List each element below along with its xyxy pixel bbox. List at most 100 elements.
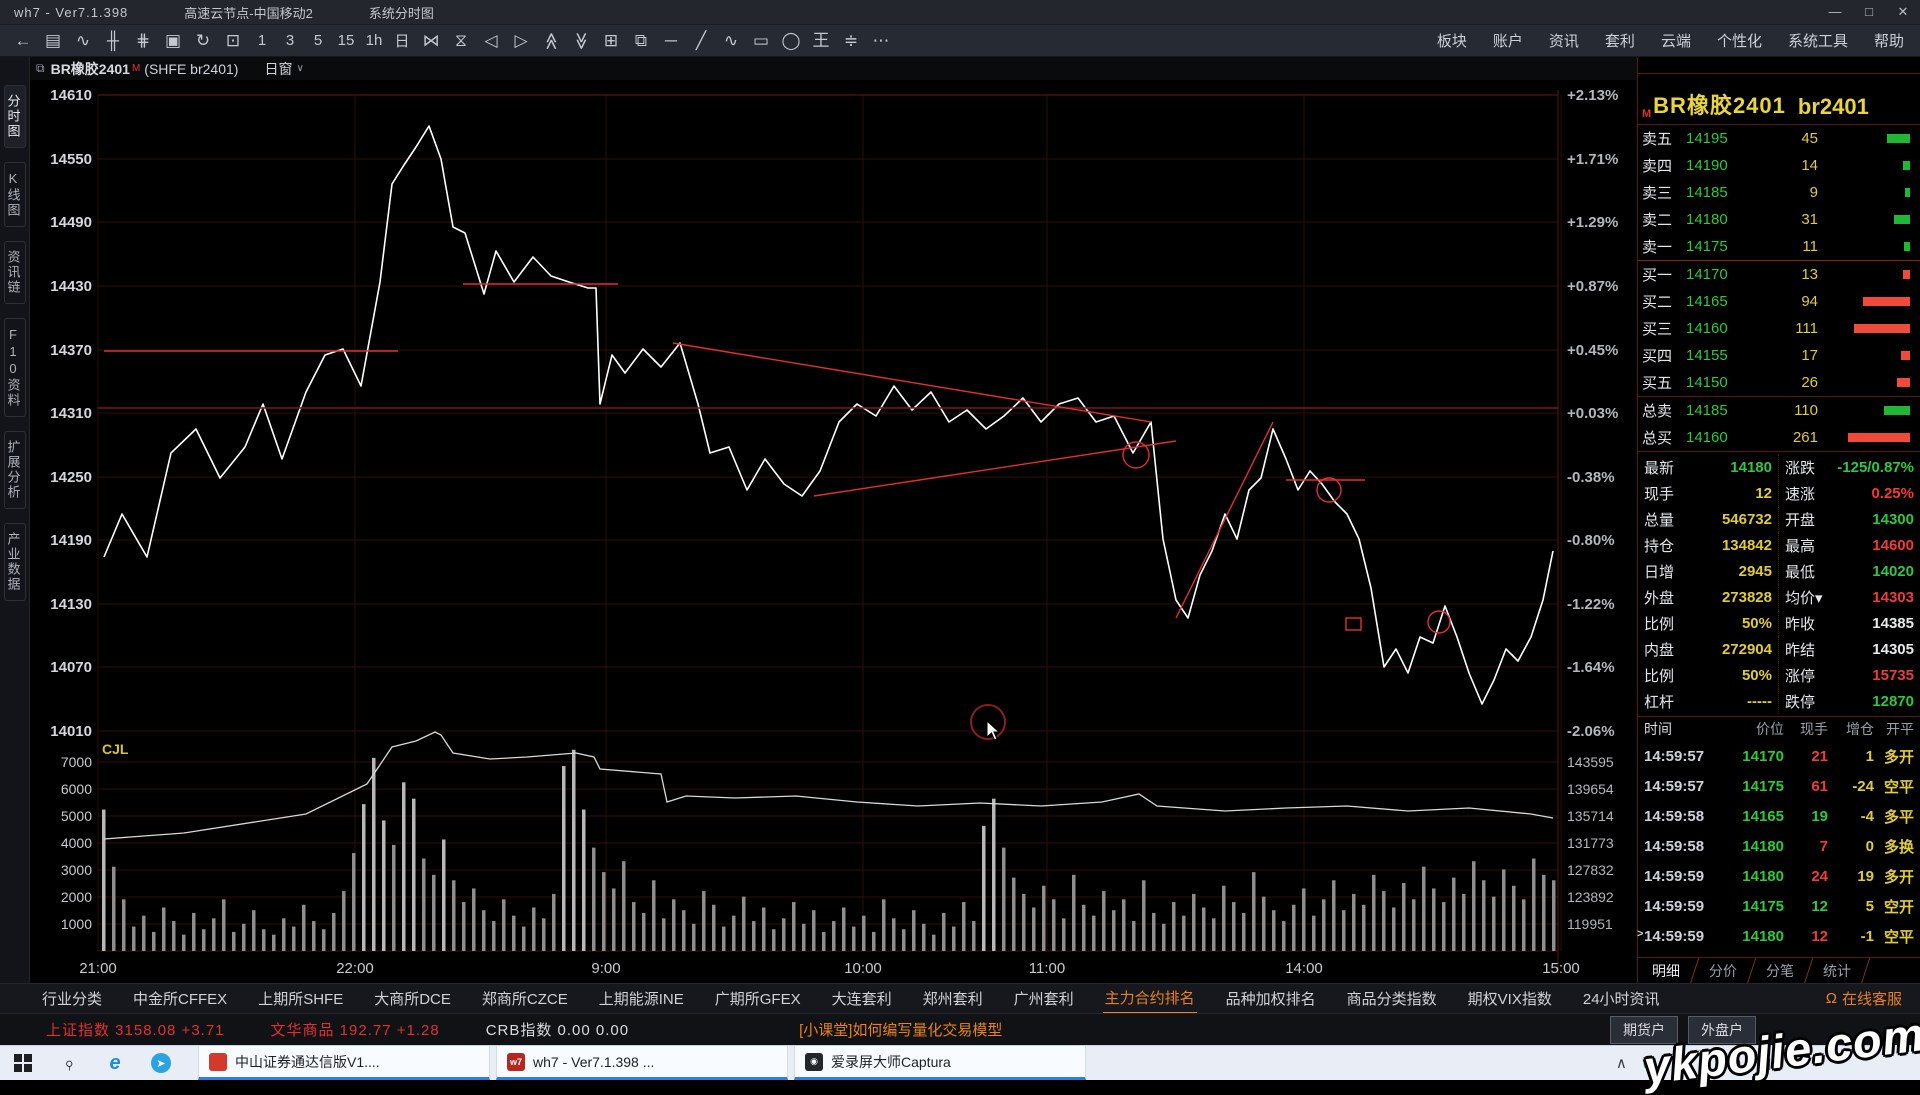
nav-郑州套利[interactable]: 郑州套利 <box>921 984 985 1013</box>
nav-上期能源INE[interactable]: 上期能源INE <box>597 984 686 1013</box>
nav-期权VIX指数[interactable]: 期权VIX指数 <box>1466 984 1554 1013</box>
save-icon[interactable]: ▣ <box>158 26 188 56</box>
nav-品种加权排名[interactable]: 品种加权排名 <box>1224 984 1318 1013</box>
zoom-in-icon[interactable]: ≪ <box>536 26 566 56</box>
layers-icon[interactable]: ⧉ <box>626 26 656 56</box>
nav-大商所DCE[interactable]: 大商所DCE <box>372 984 453 1013</box>
start-button[interactable] <box>0 1046 46 1080</box>
hline-tool-icon[interactable]: ─ <box>656 26 686 56</box>
nav-广期所GFEX[interactable]: 广期所GFEX <box>713 984 803 1013</box>
back-icon[interactable]: ← <box>8 26 38 56</box>
menu-云端[interactable]: 云端 <box>1661 30 1691 51</box>
nav-主力合约排名[interactable]: 主力合约排名 <box>1103 983 1197 1014</box>
minimize-button[interactable]: — <box>1818 4 1852 20</box>
tick-tab-统计[interactable]: 统计 <box>1805 958 1870 984</box>
nav-大连套利[interactable]: 大连套利 <box>830 984 894 1013</box>
period-3-button[interactable]: 3 <box>276 32 304 49</box>
chevron-down-icon[interactable]: ∨ <box>296 63 303 74</box>
telegram-button[interactable]: ➤ <box>138 1046 184 1080</box>
ellipse-tool-icon[interactable]: ◯ <box>776 26 806 56</box>
period-1-button[interactable]: 1 <box>248 32 276 49</box>
gann-tool-icon[interactable]: 王 <box>806 26 836 56</box>
nav-郑商所CZCE[interactable]: 郑商所CZCE <box>480 984 570 1013</box>
nav-行业分类[interactable]: 行业分类 <box>40 984 104 1013</box>
sidebar-tab-分时图[interactable]: 分时图 <box>4 85 26 148</box>
zoom-out-icon[interactable]: ≫ <box>566 26 596 56</box>
chart-symbol[interactable]: BR橡胶2401 <box>51 59 130 79</box>
tick-tab-明细[interactable]: 明细 <box>1634 958 1699 984</box>
menu-帮助[interactable]: 帮助 <box>1874 30 1904 51</box>
tick-tab-分价[interactable]: 分价 <box>1691 958 1756 984</box>
rect-tool-icon[interactable]: ▭ <box>746 26 776 56</box>
nav-中金所CFFEX[interactable]: 中金所CFFEX <box>131 984 229 1013</box>
nav-商品分类指数[interactable]: 商品分类指数 <box>1345 984 1439 1013</box>
pan-right-icon[interactable]: ▷ <box>506 26 536 56</box>
period-1h-button[interactable]: 1h <box>360 32 388 49</box>
sidebar-tab-资讯链[interactable]: 资讯链 <box>4 241 26 304</box>
trend-chart-icon[interactable]: ∿ <box>68 26 98 56</box>
period-day-button[interactable]: 日 <box>388 30 416 51</box>
taskbar-search-button[interactable]: ⌕ <box>46 1046 92 1080</box>
indicator-settings-icon[interactable]: ≑ <box>836 26 866 56</box>
online-service-button[interactable]: Ω 在线客服 <box>1826 988 1902 1009</box>
line-tool-icon[interactable]: ╱ <box>686 26 716 56</box>
maximize-button[interactable]: □ <box>1852 4 1886 20</box>
more-icon[interactable]: ⋯ <box>866 26 896 56</box>
menu-系统工具[interactable]: 系统工具 <box>1788 30 1848 51</box>
menu-套利[interactable]: 套利 <box>1605 30 1635 51</box>
nav-24小时资讯[interactable]: 24小时资讯 <box>1581 984 1662 1013</box>
sidebar-tab-F10资料[interactable]: F10资料 <box>4 318 26 417</box>
mirror-icon[interactable]: ⧖ <box>446 26 476 56</box>
sidebar-tab-扩展分析[interactable]: 扩展分析 <box>4 431 26 509</box>
sidebar-tab-产业数据[interactable]: 产业数据 <box>4 523 26 601</box>
chart-canvas[interactable]: 14610+2.13%14550+1.71%14490+1.29%14430+0… <box>30 80 1637 983</box>
nav-上期所SHFE[interactable]: 上期所SHFE <box>256 984 345 1013</box>
compress-icon[interactable]: ⋈ <box>416 26 446 56</box>
period-15-button[interactable]: 15 <box>332 32 360 49</box>
promo-link[interactable]: [小课堂]如何编写量化交易模型 <box>799 1019 1002 1040</box>
candlestick-icon[interactable]: ╫ <box>98 26 128 56</box>
wave-tool-icon[interactable]: ∿ <box>716 26 746 56</box>
menu-板块[interactable]: 板块 <box>1437 30 1467 51</box>
sidebar-tab-K线图[interactable]: K线图 <box>4 162 26 227</box>
menu-个性化[interactable]: 个性化 <box>1717 30 1762 51</box>
menu-账户[interactable]: 账户 <box>1493 30 1523 51</box>
pan-left-icon[interactable]: ◁ <box>476 26 506 56</box>
period-5-button[interactable]: 5 <box>304 32 332 49</box>
refresh-icon[interactable]: ↻ <box>188 26 218 56</box>
menu-资讯[interactable]: 资讯 <box>1549 30 1579 51</box>
link-icon[interactable]: ⧉ <box>36 61 45 76</box>
tray-expand-icon[interactable]: ∧ <box>1616 1054 1627 1072</box>
window-mode-dropdown[interactable]: 日窗 <box>264 59 292 79</box>
close-button[interactable]: ✕ <box>1886 4 1920 20</box>
taskbar-task[interactable]: 中山证券通达信版V1.... <box>198 1046 490 1080</box>
intraday-chart[interactable]: 14610+2.13%14550+1.71%14490+1.29%14430+0… <box>30 80 1637 983</box>
tick-tab-分笔[interactable]: 分笔 <box>1748 958 1813 984</box>
multi-candle-icon[interactable]: ⋕ <box>128 26 158 56</box>
edge-browser-button[interactable]: e <box>92 1046 138 1080</box>
quote-board-icon[interactable]: ▤ <box>38 26 68 56</box>
nav-广州套利[interactable]: 广州套利 <box>1012 984 1076 1013</box>
server-node-label[interactable]: 高速云节点-中国移动2 <box>184 3 313 22</box>
grid-window-icon[interactable]: ⊞ <box>596 26 626 56</box>
chart-window-icon[interactable]: ⊡ <box>218 26 248 56</box>
taskbar-task[interactable]: ◉爱录屏大师Captura <box>794 1046 1086 1080</box>
